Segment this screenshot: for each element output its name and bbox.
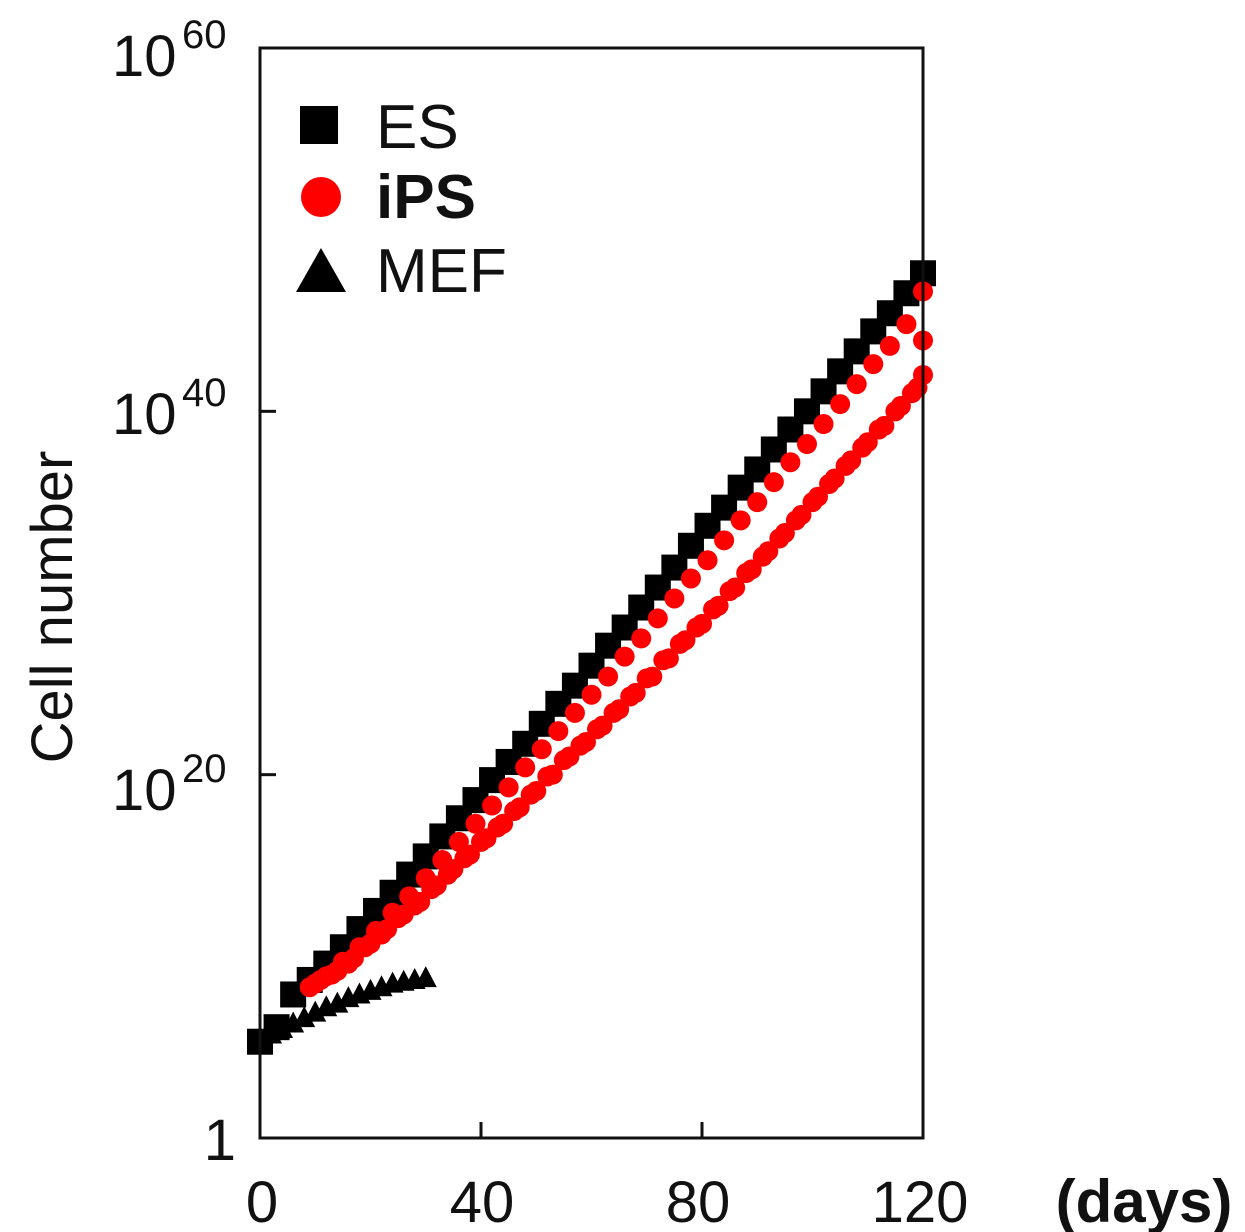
legend: ES iPS MEF xyxy=(296,93,507,306)
ips-point-96 xyxy=(642,666,663,687)
ips-point-92 xyxy=(575,731,596,752)
ips-point-11 xyxy=(482,795,503,816)
ips-point-91 xyxy=(559,746,580,767)
y-tick-label-1: 1 xyxy=(204,1108,236,1173)
ips-point-77 xyxy=(327,960,348,981)
axis-ticks xyxy=(258,46,925,1140)
ips-point-25 xyxy=(714,530,735,551)
ips-point-85 xyxy=(459,844,480,865)
ips-point-78 xyxy=(343,948,364,969)
x-tick-label-0: 0 xyxy=(246,1170,278,1232)
ips-point-29 xyxy=(780,452,801,473)
ips-point-12 xyxy=(498,777,519,798)
y-tick-label-1e40-exp: 40 xyxy=(182,371,227,415)
ips-point-98 xyxy=(675,630,696,651)
legend-mef-label: MEF xyxy=(376,237,507,306)
y-tick-label-1e40-base: 10 xyxy=(112,382,177,447)
ips-point-31 xyxy=(813,414,834,435)
ips-point-13 xyxy=(515,757,536,778)
ips-point-106 xyxy=(808,486,829,507)
ips-point-101 xyxy=(725,577,746,598)
ips-point-18 xyxy=(598,666,619,687)
ips-point-15 xyxy=(548,721,569,742)
ips-point-88 xyxy=(509,797,530,818)
ips-point-104 xyxy=(774,523,795,544)
ips-point-108 xyxy=(841,450,862,471)
legend-mef-marker xyxy=(296,248,346,292)
ips-point-99 xyxy=(692,613,712,634)
ips-point-21 xyxy=(647,608,668,629)
ips-point-17 xyxy=(581,684,602,705)
ips-point-95 xyxy=(625,682,646,703)
mef-point-5 xyxy=(304,1000,327,1022)
es-point-1 xyxy=(263,1014,290,1041)
mef-point-4 xyxy=(293,1006,316,1028)
ips-point-94 xyxy=(609,699,630,720)
legend-es-marker xyxy=(300,106,338,144)
ips-point-20 xyxy=(631,628,652,649)
ips-point-100 xyxy=(708,595,729,616)
ips-point-10 xyxy=(465,813,486,834)
ips-point-84 xyxy=(443,859,464,880)
ips-point-23 xyxy=(680,568,701,589)
mef-point-15 xyxy=(414,966,437,988)
y-tick-label-1e60-exp: 60 xyxy=(182,13,227,57)
ips-point-80 xyxy=(377,919,398,940)
legend-ips-marker xyxy=(301,177,341,217)
ips-point-102 xyxy=(741,559,762,580)
ips-point-93 xyxy=(592,715,613,736)
ips-point-107 xyxy=(824,468,845,489)
ips-point-97 xyxy=(658,648,679,669)
data-points xyxy=(247,260,936,1055)
ips-point-110 xyxy=(874,415,895,436)
ips-point-27 xyxy=(747,492,768,513)
x-axis-unit-label: (days) xyxy=(1056,1168,1233,1232)
ips-point-22 xyxy=(664,588,685,609)
y-axis-label: Cell number xyxy=(20,451,85,764)
ips-point-32 xyxy=(830,394,851,415)
ips-point-111 xyxy=(890,395,911,416)
ips-point-19 xyxy=(614,646,635,667)
y-tick-label-1e60-base: 10 xyxy=(112,24,177,89)
ips-point-105 xyxy=(791,504,812,525)
ips-point-89 xyxy=(526,781,547,802)
x-tick-label-120: 120 xyxy=(872,1170,969,1232)
y-tick-label-1e20-exp: 20 xyxy=(182,747,227,791)
ips-point-90 xyxy=(542,764,563,785)
mef-point-7 xyxy=(326,991,349,1013)
ips-point-34 xyxy=(863,354,884,375)
ips-point-81 xyxy=(393,904,414,925)
ips-point-109 xyxy=(857,432,878,453)
ips-point-103 xyxy=(758,541,779,562)
plot-frame xyxy=(258,46,925,1140)
ips-point-14 xyxy=(531,739,552,760)
ips-point-83 xyxy=(426,875,447,896)
ips-point-35 xyxy=(879,335,900,356)
ips-point-26 xyxy=(730,510,751,531)
ips-point-36 xyxy=(896,314,917,335)
ips-point-76 xyxy=(310,969,331,990)
ips-point-33 xyxy=(846,374,867,395)
ips-point-30 xyxy=(796,434,817,455)
legend-ips-label: iPS xyxy=(376,163,476,232)
ips-point-86 xyxy=(476,828,497,849)
ips-point-28 xyxy=(763,472,784,493)
ips-point-79 xyxy=(360,933,381,954)
ips-point-24 xyxy=(697,550,718,571)
x-tick-label-40: 40 xyxy=(450,1170,515,1232)
y-tick-label-1e20-base: 10 xyxy=(112,758,177,823)
legend-es-label: ES xyxy=(376,93,459,162)
ips-point-16 xyxy=(564,702,585,723)
ips-point-87 xyxy=(493,813,514,834)
ips-point-82 xyxy=(410,891,431,912)
x-tick-label-80: 80 xyxy=(666,1170,731,1232)
